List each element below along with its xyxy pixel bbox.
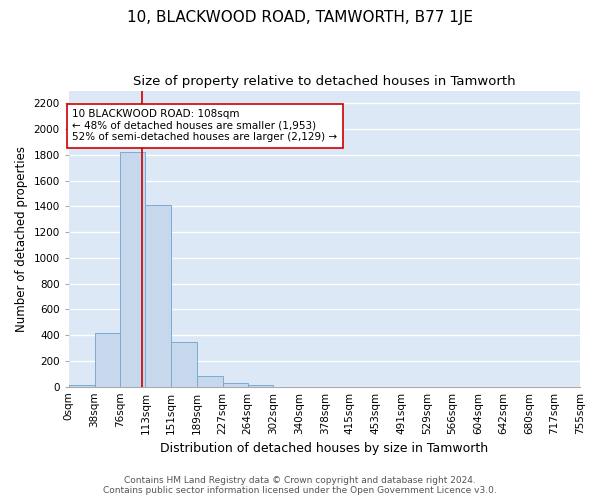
Bar xyxy=(120,152,145,386)
Y-axis label: Number of detached properties: Number of detached properties xyxy=(15,146,28,332)
Text: 10, BLACKWOOD ROAD, TAMWORTH, B77 1JE: 10, BLACKWOOD ROAD, TAMWORTH, B77 1JE xyxy=(127,10,473,25)
X-axis label: Distribution of detached houses by size in Tamworth: Distribution of detached houses by size … xyxy=(160,442,488,455)
Bar xyxy=(69,384,95,386)
Bar xyxy=(248,384,273,386)
Bar xyxy=(171,342,197,386)
Bar xyxy=(223,383,248,386)
Title: Size of property relative to detached houses in Tamworth: Size of property relative to detached ho… xyxy=(133,75,516,88)
Bar xyxy=(197,376,223,386)
Bar xyxy=(95,332,120,386)
Text: Contains HM Land Registry data © Crown copyright and database right 2024.
Contai: Contains HM Land Registry data © Crown c… xyxy=(103,476,497,495)
Text: 10 BLACKWOOD ROAD: 108sqm
← 48% of detached houses are smaller (1,953)
52% of se: 10 BLACKWOOD ROAD: 108sqm ← 48% of detac… xyxy=(72,109,337,142)
Bar xyxy=(145,205,171,386)
